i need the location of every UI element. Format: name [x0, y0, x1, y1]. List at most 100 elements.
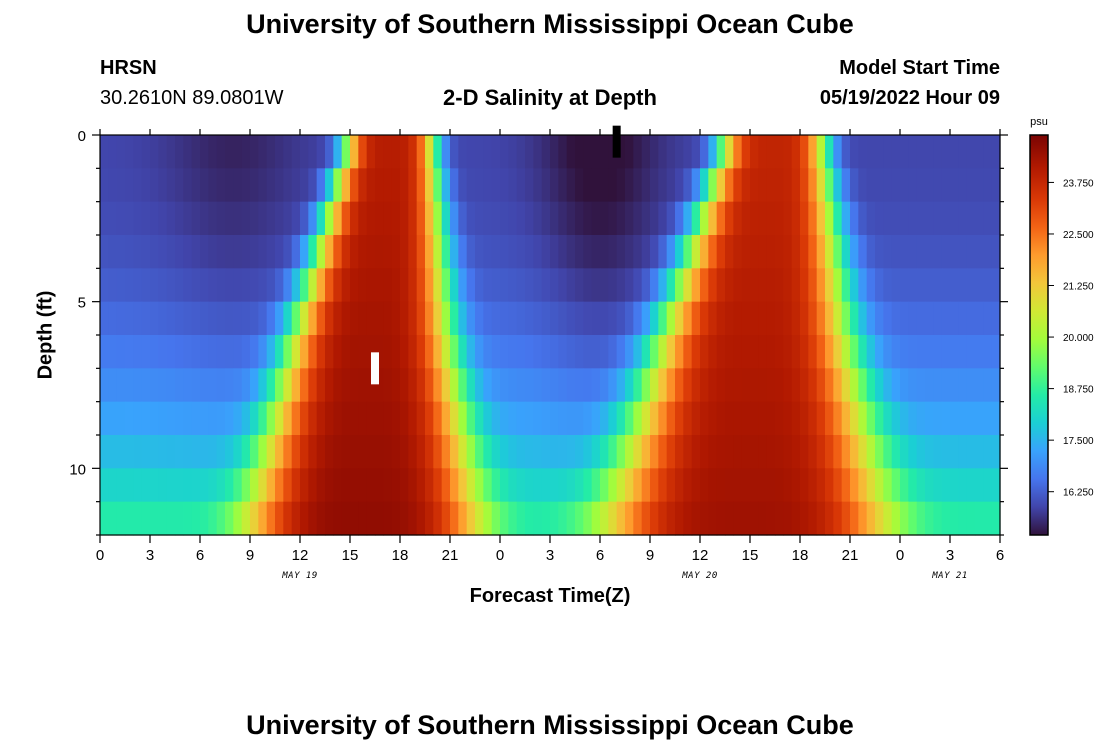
heatmap-cell	[608, 468, 618, 503]
heatmap-cell	[625, 401, 634, 436]
heatmap-cell	[108, 301, 118, 336]
heatmap-cell	[600, 301, 609, 336]
heatmap-cell	[291, 235, 301, 269]
heatmap-cell	[208, 168, 218, 203]
heatmap-cell	[691, 501, 701, 536]
heatmap-cell	[225, 301, 234, 336]
heatmap-cell	[608, 301, 618, 336]
heatmap-cell	[600, 401, 609, 436]
heatmap-cell	[758, 501, 768, 536]
heatmap-cell	[658, 201, 668, 236]
heatmap-cell	[291, 168, 301, 203]
heatmap-cell	[525, 235, 534, 269]
heatmap-cell	[866, 435, 876, 469]
heatmap-cell	[458, 435, 468, 469]
heatmap-cell	[466, 435, 476, 469]
heatmap-cell	[458, 501, 468, 536]
heatmap-cell	[833, 168, 843, 203]
heatmap-cell	[975, 235, 984, 269]
heatmap-cell	[675, 268, 684, 303]
heatmap-cell	[591, 235, 601, 269]
heatmap-cell	[108, 435, 118, 469]
heatmap-cell	[183, 301, 193, 336]
heatmap-cell	[108, 335, 118, 369]
heatmap-cell	[675, 201, 684, 236]
heatmap-cell	[591, 501, 601, 536]
heatmap-cell	[100, 235, 109, 269]
heatmap-cell	[558, 435, 568, 469]
heatmap-cell	[566, 268, 576, 303]
heatmap-cell	[158, 368, 168, 403]
heatmap-cell	[941, 435, 951, 469]
heatmap-cell	[991, 268, 1001, 303]
heatmap-cell	[308, 401, 318, 436]
heatmap-cell	[550, 301, 559, 336]
heatmap-cell	[750, 201, 759, 236]
heatmap-cell	[725, 501, 734, 536]
heatmap-cell	[300, 201, 309, 236]
heatmap-cell	[550, 235, 559, 269]
heatmap-cell	[141, 468, 151, 503]
heatmap-cell	[558, 135, 568, 169]
heatmap-cell	[516, 468, 526, 503]
heatmap-cell	[925, 368, 934, 403]
heatmap-cell	[408, 135, 418, 169]
heatmap-cell	[433, 135, 443, 169]
heatmap-cell	[116, 135, 126, 169]
heatmap-cell	[275, 301, 284, 336]
heatmap-cell	[641, 268, 651, 303]
heatmap-cell	[400, 468, 409, 503]
heatmap-cell	[350, 468, 359, 503]
heatmap-cell	[616, 468, 626, 503]
heatmap-cell	[958, 368, 968, 403]
heatmap-cell	[933, 401, 943, 436]
heatmap-cell	[850, 335, 859, 369]
heatmap-cell	[858, 368, 868, 403]
heatmap-cell	[591, 268, 601, 303]
heatmap-cell	[341, 235, 351, 269]
heatmap-cell	[216, 501, 226, 536]
heatmap-cell	[641, 168, 651, 203]
heatmap-cell	[483, 435, 493, 469]
heatmap-cell	[691, 401, 701, 436]
heatmap-cell	[433, 335, 443, 369]
heatmap-cell	[450, 501, 459, 536]
heatmap-cell	[141, 401, 151, 436]
heatmap-cell	[316, 268, 326, 303]
heatmap-cell	[833, 468, 843, 503]
heatmap-cell	[400, 201, 409, 236]
heatmap-cell	[458, 335, 468, 369]
heatmap-cell	[758, 401, 768, 436]
x-tick-label: 12	[292, 547, 309, 564]
heatmap-cell	[450, 301, 459, 336]
heatmap-cell	[800, 135, 809, 169]
heatmap-cell	[308, 201, 318, 236]
heatmap-cell	[700, 501, 709, 536]
heatmap-cell	[766, 268, 776, 303]
heatmap-cell	[625, 435, 634, 469]
heatmap-cell	[866, 368, 876, 403]
heatmap-cell	[500, 268, 509, 303]
heatmap-cell	[341, 435, 351, 469]
heatmap-cell	[791, 435, 801, 469]
heatmap-cell	[666, 435, 676, 469]
heatmap-cell	[908, 368, 918, 403]
heatmap-cell	[533, 301, 543, 336]
heatmap-cell	[533, 401, 543, 436]
heatmap-cell	[183, 135, 193, 169]
x-tick-label: 21	[842, 547, 859, 564]
heatmap-cell	[300, 268, 309, 303]
heatmap-cell	[866, 301, 876, 336]
heatmap-cell	[725, 468, 734, 503]
heatmap-cell	[891, 501, 901, 536]
heatmap-cell	[166, 435, 176, 469]
heatmap-cell	[825, 268, 834, 303]
heatmap-cell	[491, 168, 501, 203]
heatmap-cell	[200, 268, 209, 303]
heatmap-cell	[433, 201, 443, 236]
heatmap-cell	[508, 468, 518, 503]
heatmap-cell	[516, 268, 526, 303]
heatmap-cell	[416, 468, 426, 503]
heatmap-cell	[300, 335, 309, 369]
heatmap-cell	[208, 268, 218, 303]
